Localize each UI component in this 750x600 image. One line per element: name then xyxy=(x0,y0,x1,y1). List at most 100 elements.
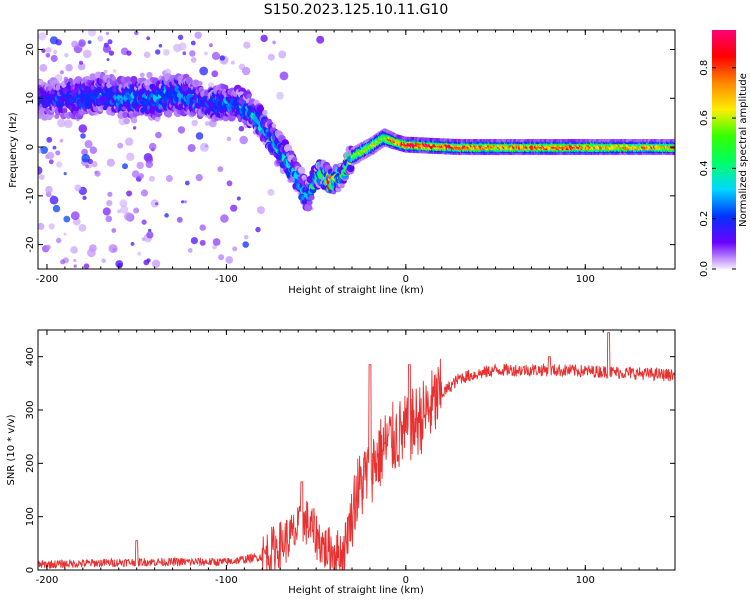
heatmap-cells xyxy=(38,30,675,269)
heatmap-speckle xyxy=(212,238,221,246)
heatmap-speckle xyxy=(187,248,193,253)
heatmap-ridge-cell xyxy=(339,183,345,189)
heatmap-ridge-cell xyxy=(139,72,145,78)
heatmap-ridge-cell xyxy=(288,150,295,157)
colorbar-tick-label: 0.8 xyxy=(699,60,710,76)
heatmap-ridge-cell xyxy=(304,203,313,212)
y-tick-label: 200 xyxy=(25,454,36,473)
heatmap-speckle xyxy=(260,34,268,43)
heatmap-speckle xyxy=(46,244,51,250)
heatmap-speckle xyxy=(145,160,153,169)
heatmap-speckle xyxy=(80,133,86,139)
y-tick-label: 0 xyxy=(25,144,36,150)
y-tick-label: 300 xyxy=(25,400,36,419)
heatmap-speckle xyxy=(64,53,69,58)
heatmap-speckle xyxy=(125,137,134,146)
heatmap-ridge-cell xyxy=(122,111,129,119)
heatmap-speckle xyxy=(106,58,110,62)
x-tick-label: 0 xyxy=(403,274,409,285)
heatmap-speckle xyxy=(102,207,111,216)
heatmap-speckle xyxy=(120,205,129,214)
heatmap-speckle xyxy=(256,206,265,215)
heatmap-speckle xyxy=(48,159,54,165)
heatmap-speckle xyxy=(73,258,77,263)
heatmap-speckle xyxy=(226,180,233,187)
heatmap-ridge-cell xyxy=(256,105,265,113)
heatmap-ridge-cell xyxy=(62,108,68,114)
heatmap-speckle xyxy=(101,258,106,264)
heatmap-speckle xyxy=(126,50,132,56)
x-tick-label: -200 xyxy=(36,575,59,586)
heatmap-speckle xyxy=(190,40,196,46)
heatmap-speckle xyxy=(51,195,55,199)
heatmap-speckle xyxy=(46,136,53,143)
heatmap-speckle xyxy=(276,91,284,100)
heatmap-speckle xyxy=(155,49,161,55)
heatmap-speckle xyxy=(177,126,186,134)
heatmap-speckle xyxy=(165,175,173,182)
heatmap-speckle xyxy=(60,259,66,265)
y-tick-label: 400 xyxy=(25,347,36,366)
heatmap-speckle xyxy=(91,161,98,168)
heatmap-speckle xyxy=(243,41,251,49)
heatmap-speckle xyxy=(267,53,275,61)
heatmap-speckle xyxy=(238,125,245,132)
heatmap-speckle xyxy=(38,149,42,154)
heatmap-speckle xyxy=(45,47,52,53)
x-tick-label: -200 xyxy=(36,274,59,285)
heatmap-speckle xyxy=(122,163,128,170)
heatmap-speckle xyxy=(117,263,123,269)
heatmap-speckle xyxy=(267,188,275,196)
heatmap-speckle xyxy=(218,254,225,261)
heatmap-speckle xyxy=(209,43,213,48)
heatmap-speckle xyxy=(189,50,196,57)
heatmap-speckle xyxy=(134,30,139,36)
heatmap-speckle xyxy=(77,62,86,71)
heatmap-speckle xyxy=(137,251,142,256)
y-tick-label: 20 xyxy=(25,43,36,56)
heatmap-speckle xyxy=(117,142,124,149)
heatmap-speckle xyxy=(59,138,64,143)
heatmap-speckle xyxy=(55,150,61,156)
heatmap-speckle xyxy=(211,51,221,61)
heatmap-speckle xyxy=(56,237,62,244)
y-tick-label: 10 xyxy=(25,92,36,105)
snr-axes: -200 -100 0 100 0 100 200 300 400 xyxy=(25,330,676,586)
heatmap-speckle xyxy=(107,39,113,45)
heatmap-speckle xyxy=(272,40,276,45)
heatmap-speckle xyxy=(143,259,150,266)
snr-xlabel: Height of straight line (km) xyxy=(288,585,424,596)
heatmap-speckle xyxy=(103,69,108,74)
heatmap-speckle xyxy=(131,170,140,178)
heatmap-ridge-cell xyxy=(124,76,132,83)
heatmap-speckle xyxy=(239,135,248,145)
heatmap-speckle xyxy=(45,53,51,58)
snr-frame xyxy=(37,329,676,571)
y-tick-label: -20 xyxy=(25,236,36,252)
heatmap-speckle xyxy=(79,60,83,65)
heatmap-speckle xyxy=(117,209,122,214)
heatmap-speckle xyxy=(204,51,208,56)
heatmap-speckle xyxy=(107,191,113,197)
heatmap-ridge-cell xyxy=(309,194,315,201)
heatmap-speckle xyxy=(199,239,206,246)
heatmap-speckle xyxy=(199,224,206,231)
heatmap-speckle xyxy=(177,34,184,40)
heatmap-speckle xyxy=(278,50,287,59)
heatmap-speckle xyxy=(45,185,53,194)
heatmap-ridge-cell xyxy=(246,93,252,99)
heatmap-ridge-cell xyxy=(223,84,229,90)
heatmap-ridge-cell xyxy=(292,156,298,162)
heatmap-speckle xyxy=(190,237,198,245)
heatmap-speckle xyxy=(155,202,159,206)
heatmap-ridge-cell xyxy=(131,117,138,124)
heatmap-speckle xyxy=(81,153,90,163)
heatmap-speckle xyxy=(150,199,159,208)
snr-panel: -200 -100 0 100 0 100 200 300 400 Height of stra… xyxy=(6,329,676,596)
heatmap-speckle xyxy=(108,244,118,254)
heatmap-speckle xyxy=(148,228,152,233)
heatmap-speckle xyxy=(181,200,185,204)
